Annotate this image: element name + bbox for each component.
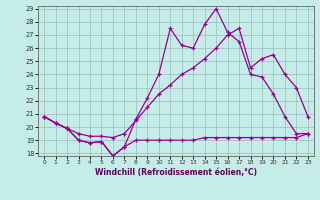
X-axis label: Windchill (Refroidissement éolien,°C): Windchill (Refroidissement éolien,°C) [95, 168, 257, 177]
